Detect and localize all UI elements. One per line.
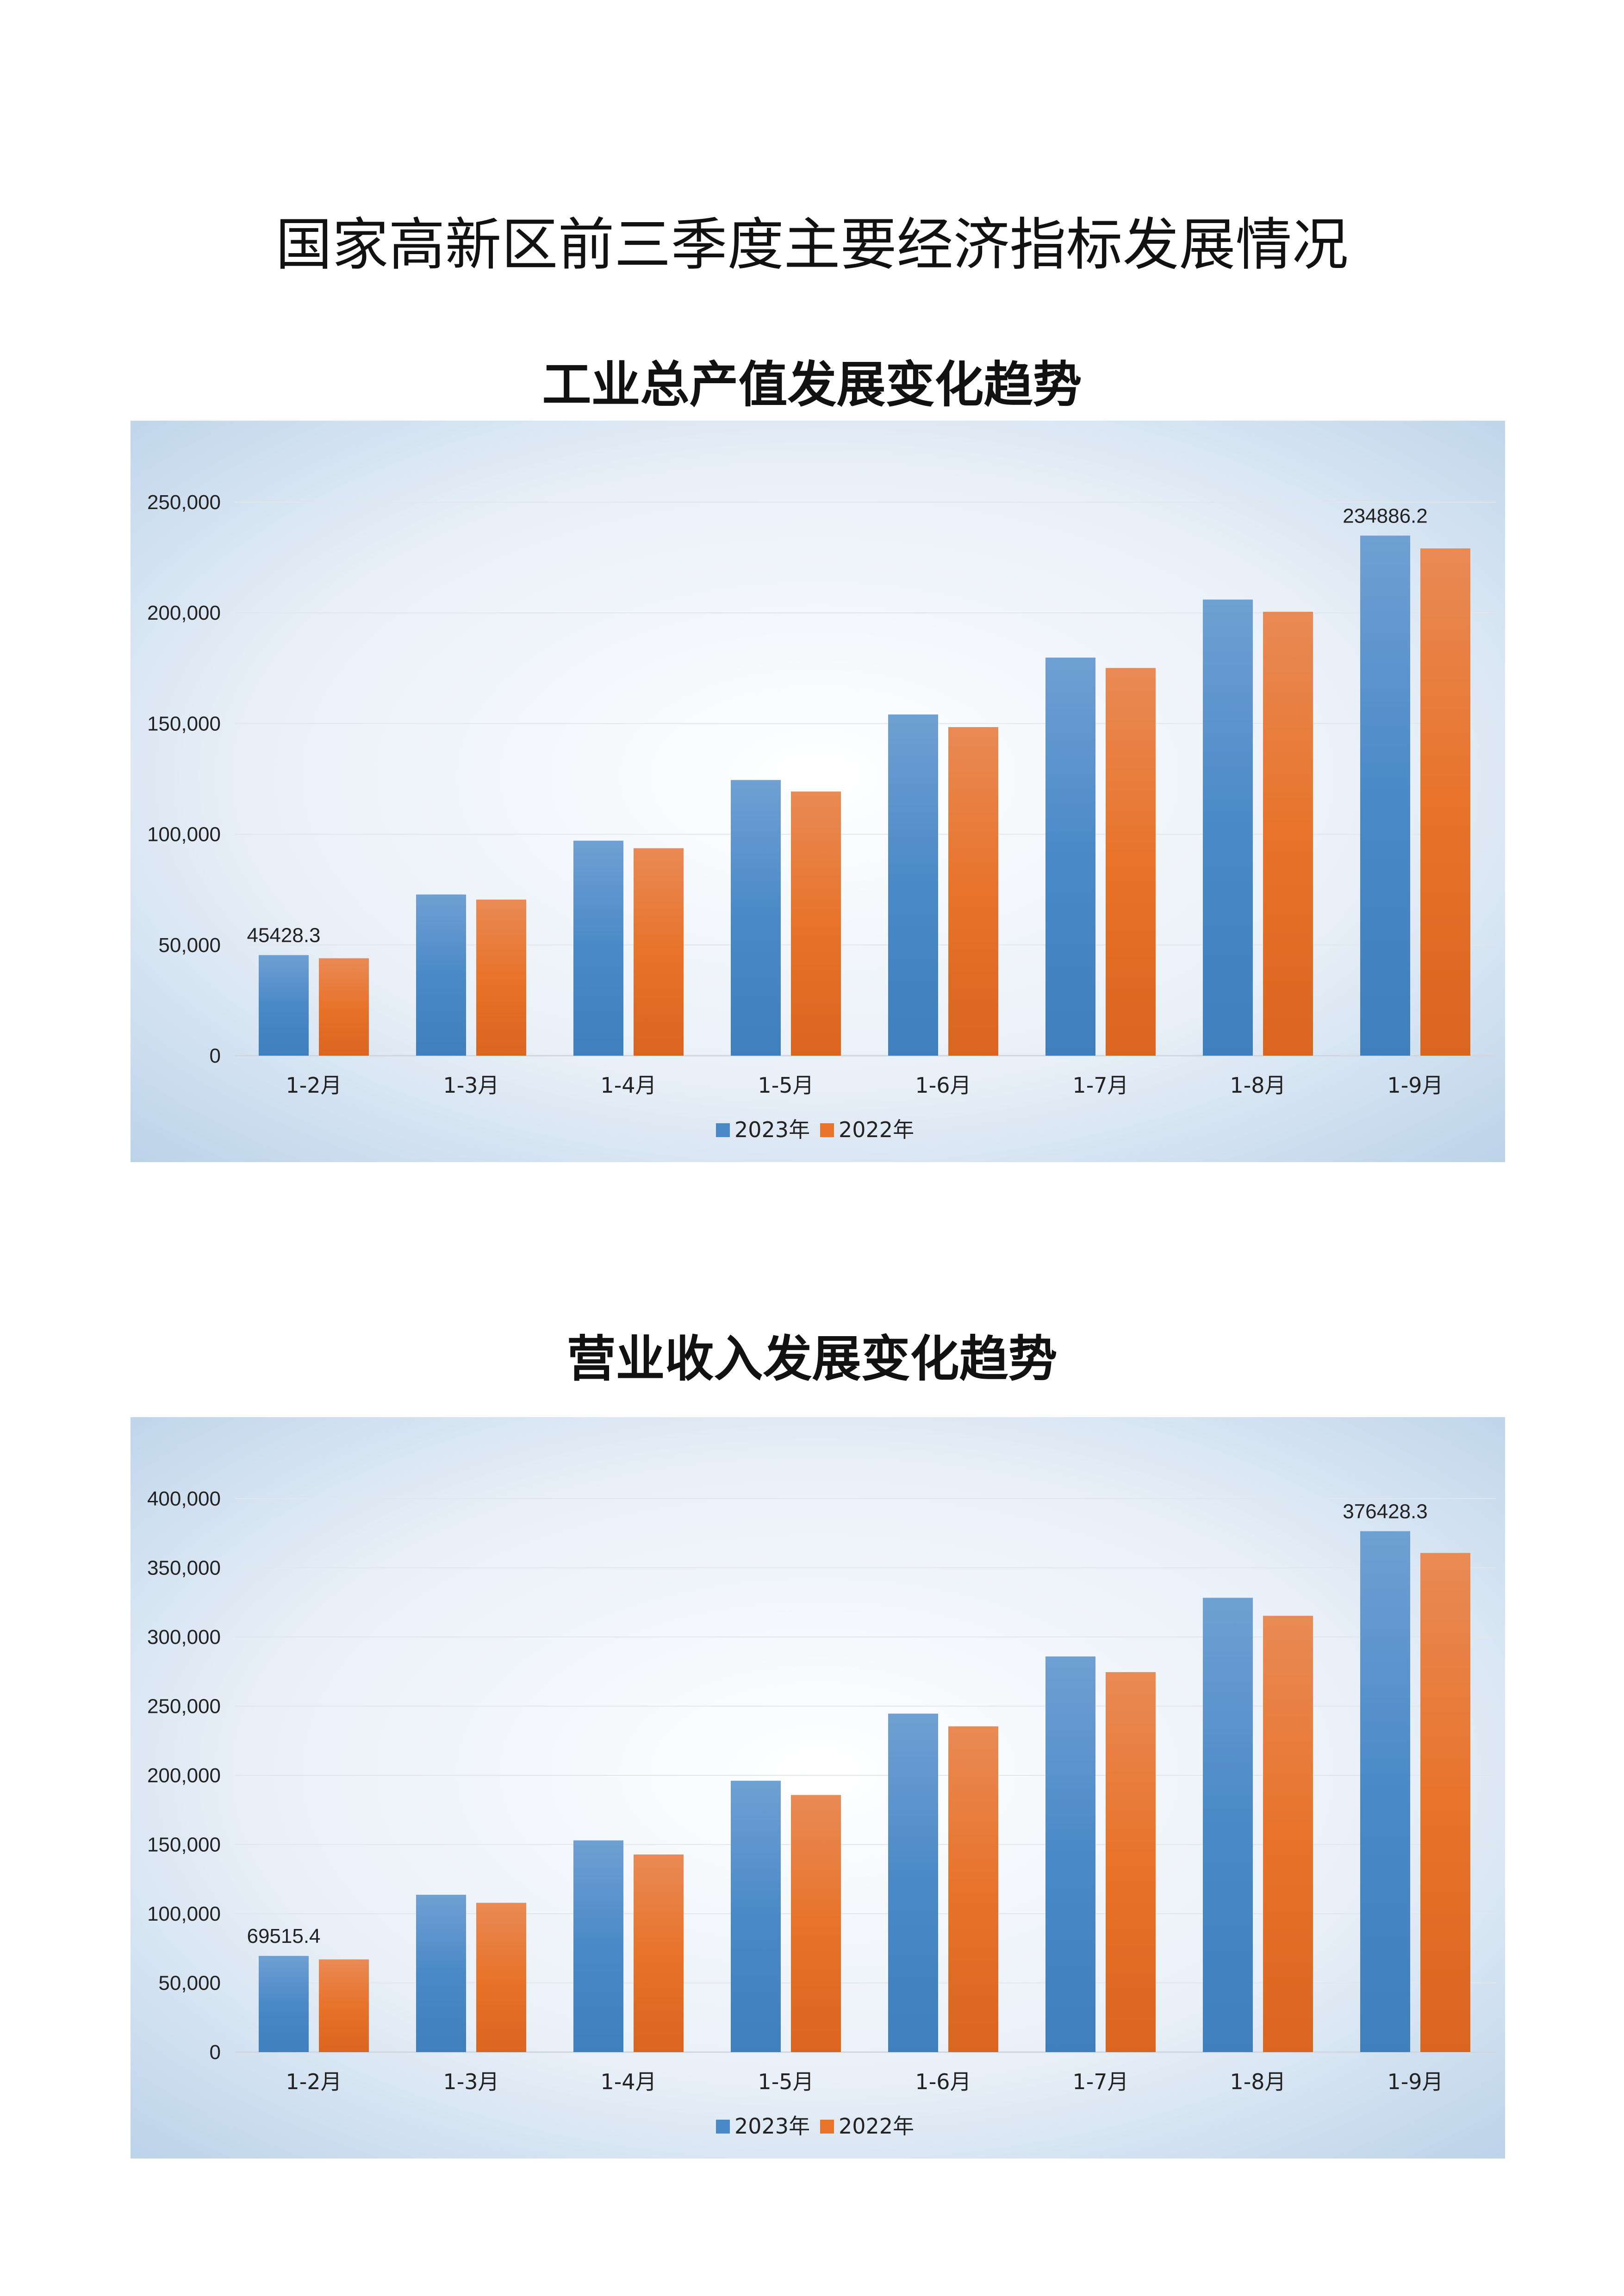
revenue-chart: 0 50,000 100,000 150,000 200,000 250,000 300,0… xyxy=(131,1417,1505,2159)
y-tick-label: 0 xyxy=(210,1045,221,1067)
legend-swatch xyxy=(716,1123,730,1137)
data-label: 69515.4 xyxy=(247,1925,320,1948)
page-title: 国家高新区前三季度主要经济指标发展情况 xyxy=(275,212,1349,278)
y-tick-label: 200,000 xyxy=(147,602,221,624)
y-tick-label: 50,000 xyxy=(158,1972,221,1995)
bar-2022 xyxy=(1106,668,1156,1056)
x-tick-label: 1-8月 xyxy=(1230,1073,1286,1098)
y-tick-label: 100,000 xyxy=(147,823,221,846)
bar-2023 xyxy=(259,1956,309,2052)
y-tick-label: 50,000 xyxy=(158,934,221,957)
bar-2023 xyxy=(888,1713,938,2052)
bar-2023 xyxy=(1045,657,1095,1056)
bar-2022 xyxy=(791,1795,841,2052)
x-tick-label: 1-6月 xyxy=(915,2069,971,2094)
x-tick-label: 1-8月 xyxy=(1230,2069,1286,2094)
bar-2022 xyxy=(791,791,841,1056)
bar-2022 xyxy=(948,1726,998,2052)
y-tick-label: 400,000 xyxy=(147,1487,221,1510)
x-tick-label: 1-5月 xyxy=(758,1073,814,1098)
x-tick-label: 1-7月 xyxy=(1072,2069,1128,2094)
bar-2023 xyxy=(1360,1531,1410,2052)
bar-2023 xyxy=(1203,599,1253,1056)
y-tick-label: 350,000 xyxy=(147,1557,221,1580)
bar-2022 xyxy=(1420,548,1470,1056)
x-tick-label: 1-2月 xyxy=(286,1073,342,1098)
data-label: 234886.2 xyxy=(1343,504,1428,527)
y-tick-label: 0 xyxy=(210,2041,221,2064)
bar-2023 xyxy=(1045,1656,1095,2052)
bar-2023 xyxy=(573,1840,623,2052)
y-tick-label: 300,000 xyxy=(147,1626,221,1649)
x-tick-label: 1-5月 xyxy=(758,2069,814,2094)
bar-2022 xyxy=(1263,1616,1313,2052)
x-tick-label: 1-3月 xyxy=(443,2069,499,2094)
data-label: 45428.3 xyxy=(247,924,320,947)
bar-2023 xyxy=(731,780,781,1056)
legend-label: 2023年 xyxy=(734,1117,810,1142)
x-tick-label: 1-3月 xyxy=(443,1073,499,1098)
legend-label: 2022年 xyxy=(839,1117,914,1142)
bar-2022 xyxy=(319,1959,369,2052)
bar-2023 xyxy=(1203,1598,1253,2052)
bar-2023 xyxy=(1360,535,1410,1056)
bar-2022 xyxy=(1106,1672,1156,2052)
bar-2023 xyxy=(731,1780,781,2052)
chart-svg: 0 50,000 100,000 150,000 200,000 250,000 1-2月 1… xyxy=(131,421,1505,1162)
bar-2023 xyxy=(259,955,309,1056)
bar-2022 xyxy=(319,958,369,1056)
x-tick-label: 1-4月 xyxy=(600,1073,656,1098)
legend-swatch xyxy=(820,2120,834,2134)
chart-title-revenue: 营业收入发展变化趋势 xyxy=(566,1330,1058,1388)
x-tick-label: 1-9月 xyxy=(1387,2069,1443,2094)
bar-2022 xyxy=(1263,611,1313,1056)
bar-2022 xyxy=(634,1854,684,2052)
bar-2022 xyxy=(634,848,684,1056)
chart-svg: 0 50,000 100,000 150,000 200,000 250,000 300,0… xyxy=(131,1417,1505,2159)
bar-2023 xyxy=(416,894,466,1056)
y-tick-label: 100,000 xyxy=(147,1903,221,1925)
data-label: 376428.3 xyxy=(1343,1500,1428,1523)
bar-2023 xyxy=(416,1895,466,2052)
industrial-output-chart: 0 50,000 100,000 150,000 200,000 250,000 1-2月 1… xyxy=(131,421,1505,1162)
bar-2022 xyxy=(948,727,998,1056)
y-tick-label: 250,000 xyxy=(147,491,221,514)
x-tick-label: 1-4月 xyxy=(600,2069,656,2094)
bar-2023 xyxy=(888,714,938,1056)
legend-label: 2023年 xyxy=(734,2114,810,2139)
x-tick-label: 1-2月 xyxy=(286,2069,342,2094)
y-tick-label: 150,000 xyxy=(147,1834,221,1856)
bar-2022 xyxy=(476,899,526,1056)
chart-title-industrial-output: 工业总产值发展变化趋势 xyxy=(542,355,1082,413)
y-tick-label: 150,000 xyxy=(147,712,221,735)
y-tick-label: 200,000 xyxy=(147,1764,221,1787)
legend-label: 2022年 xyxy=(839,2114,914,2139)
bar-2022 xyxy=(1420,1553,1470,2052)
x-tick-label: 1-7月 xyxy=(1072,1073,1128,1098)
legend-swatch xyxy=(716,2120,730,2134)
x-tick-label: 1-6月 xyxy=(915,1073,971,1098)
legend-swatch xyxy=(820,1123,834,1137)
x-tick-label: 1-9月 xyxy=(1387,1073,1443,1098)
y-tick-label: 250,000 xyxy=(147,1695,221,1718)
bar-2023 xyxy=(573,840,623,1056)
bar-2022 xyxy=(476,1903,526,2052)
